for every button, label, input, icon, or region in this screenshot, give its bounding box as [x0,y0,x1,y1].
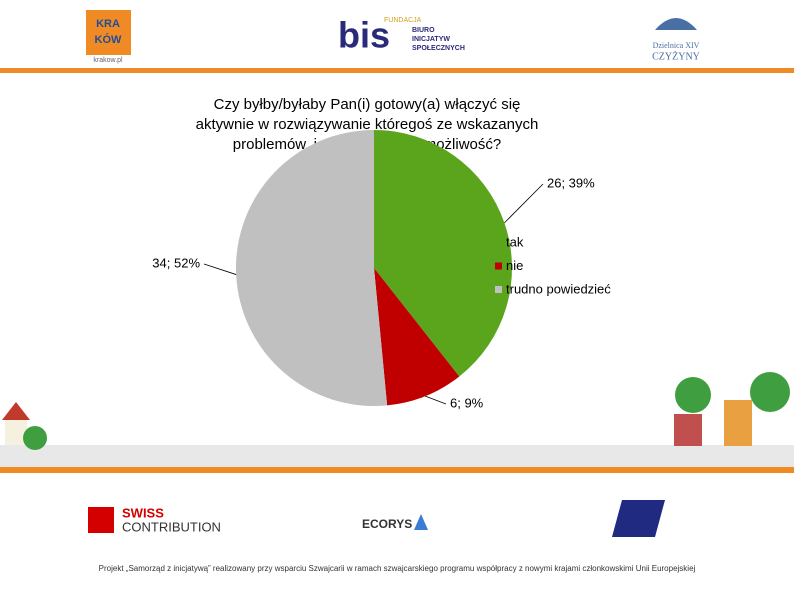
logo-text: SPOŁECZNYCH [412,45,465,52]
krakow-logo-box [86,10,131,55]
tree [675,377,711,413]
house [724,400,752,446]
leader-line [425,395,447,405]
logo-text: ECORYS [362,517,412,531]
value-label: 34; 52% [152,255,200,270]
logo-text: SWISS [122,505,164,520]
legend-swatch [495,239,502,246]
logo-text: Dzielnica XIV [653,41,700,50]
tree [23,426,47,450]
logo-text: KRA [96,18,120,30]
czyzyny-icon [655,18,697,30]
pie-slice [374,130,513,377]
footer-rule [0,467,794,473]
leader-line [203,263,237,275]
legend-label: tak [506,234,524,249]
tree [750,372,790,412]
chart-title: aktywnie w rozwiązywanie któregoś ze wsk… [196,116,539,133]
pie-slice [236,130,388,406]
logo-caption: krakow.pl [93,57,123,64]
ground-band [0,445,794,467]
logo-text: CZYŻYNY [652,50,700,62]
value-label: 26; 39% [547,175,595,190]
logo-text: KÓW [95,33,123,46]
leader-line [504,183,544,224]
partner-logo [612,500,665,537]
chart: Czy byłby/byłaby Pan(i) gotowy(a) włączy… [152,96,611,410]
house [5,420,27,445]
legend-swatch [495,262,502,270]
swiss-logo [88,507,114,533]
value-label: 6; 9% [450,395,484,410]
legend-swatch [495,286,502,293]
house [674,414,702,446]
legend-label: trudno powiedzieć [506,281,611,296]
legend-label: nie [506,258,523,273]
logo-text: FUNDACJA [384,17,422,24]
header-rule [0,68,794,73]
logo-text: INICJATYW [412,36,450,43]
footer-note: Projekt „Samorząd z inicjatywą” realizow… [99,564,696,573]
logo-text: CONTRIBUTION [122,519,221,534]
chart-title: Czy byłby/byłaby Pan(i) gotowy(a) włączy… [214,96,521,113]
bis-logo: bis [338,15,390,56]
ecorys-icon [414,514,428,530]
house-roof [2,402,30,420]
logo-text: BIURO [412,27,435,34]
pie-slice [374,268,460,406]
